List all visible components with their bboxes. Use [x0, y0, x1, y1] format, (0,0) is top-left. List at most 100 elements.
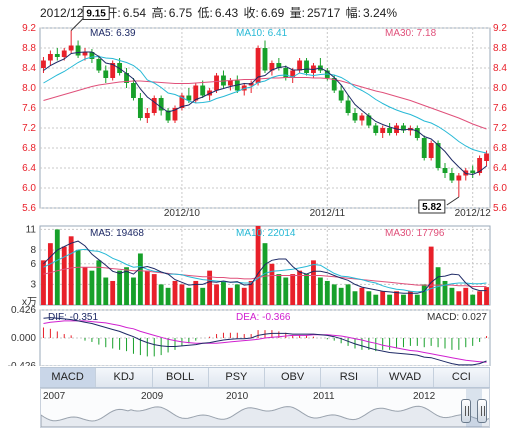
ma30-label: MA30: 7.18: [385, 28, 437, 39]
price-tick-left: 8.8: [22, 43, 36, 54]
price-tick-right: 9.2: [493, 23, 507, 34]
candle-body: [255, 48, 261, 83]
ma5-line: [43, 51, 487, 176]
macd-label: MACD: 0.027: [427, 312, 487, 323]
volume-bar: [414, 294, 420, 305]
volume-bar: [311, 260, 316, 305]
date-tick-label: 2012/11: [310, 208, 346, 219]
volume-bar: [449, 287, 455, 305]
volume-tick-label: 6: [30, 259, 36, 270]
dif-label: DIF: -0.351: [48, 312, 98, 323]
navigator-year-label: 2007: [43, 391, 66, 402]
candle-body: [214, 75, 219, 91]
candle-body: [200, 85, 206, 96]
volume-bar: [172, 280, 178, 305]
volume-bar: [317, 277, 323, 305]
change-label: 幅:: [345, 6, 361, 20]
candle-body: [186, 95, 192, 101]
navigator-year-label: 2009: [141, 391, 164, 402]
volume-bar: [193, 280, 199, 305]
volume-ma10-label: MA10: 22014: [236, 228, 296, 239]
volume-ma30-label: MA30: 17796: [385, 228, 445, 239]
candle-body: [477, 158, 483, 173]
volume-ma5-label: MA5: 19468: [90, 228, 144, 239]
price-tick-left: 5.6: [22, 203, 36, 214]
tab-boll[interactable]: BOLL: [153, 368, 209, 387]
candle-body: [165, 110, 171, 121]
low-label: 低:: [197, 6, 213, 20]
dea-label: DEA: -0.366: [236, 312, 291, 323]
volume-bar: [158, 284, 164, 305]
price-tick-left: 6.0: [22, 183, 36, 194]
price-tick-left: 9.2: [22, 23, 36, 34]
candle-body: [89, 52, 95, 59]
candle-body: [82, 52, 88, 56]
volume-bar: [186, 287, 192, 305]
candle-body: [345, 100, 351, 113]
price-tick-right: 8.0: [493, 83, 507, 94]
candle-body: [262, 48, 268, 71]
close-value: 6.69: [260, 6, 285, 20]
volume-bar: [338, 287, 344, 305]
candle-body: [331, 78, 337, 91]
date-tick-label: 2012/10: [164, 208, 201, 219]
volume-bar: [248, 280, 254, 305]
volume-bar: [117, 270, 123, 305]
volume-bar: [234, 284, 240, 305]
range-handle-left[interactable]: [461, 399, 471, 423]
tab-macd[interactable]: MACD: [40, 368, 97, 387]
tab-obv[interactable]: OBV: [265, 368, 322, 387]
tab-cci[interactable]: CCI: [434, 368, 490, 387]
range-navigator[interactable]: 2007 2009 2010 2011 2012: [40, 388, 490, 428]
volume-bar: [151, 274, 157, 305]
volume-bar: [276, 274, 282, 305]
price-tick-left: 8.0: [22, 83, 36, 94]
price-tick-left: 8.4: [22, 63, 36, 74]
volume-ma5-line: [43, 240, 487, 294]
min-box: [418, 199, 446, 214]
volume-bar: [124, 267, 129, 305]
candle-body: [352, 113, 358, 121]
volume-bar: [89, 270, 95, 305]
volume-bar: [82, 267, 88, 305]
candle-body: [359, 115, 365, 121]
volume-bar: [207, 270, 213, 305]
volume-bar: [96, 260, 102, 305]
candle-body: [401, 125, 406, 131]
tab-kdj[interactable]: KDJ: [96, 368, 153, 387]
stock-chart[interactable]: 9.2 9.2 8.8 8.8 8.4 8.4 8.0 8.0 7.6 7.6 7.2 7.2 6.8 6…: [0, 0, 511, 366]
candle-body: [304, 60, 309, 73]
candle-body: [276, 63, 282, 68]
volume-tick-label: 3: [30, 279, 36, 290]
volume-bar: [401, 294, 406, 305]
volume-bar: [165, 287, 171, 305]
candle-body: [110, 63, 116, 78]
volume-bar: [41, 260, 46, 305]
tab-psy[interactable]: PSY: [209, 368, 265, 387]
candle-body: [442, 168, 448, 173]
min-pointer: [446, 196, 460, 206]
price-tick-right: 7.2: [493, 123, 507, 134]
candle-body: [338, 90, 344, 101]
volume-bar: [221, 280, 226, 305]
volume-bar: [421, 284, 427, 305]
candle-body: [179, 95, 185, 108]
range-handle-right[interactable]: [477, 399, 487, 423]
volume-bar: [110, 280, 116, 305]
volume-bar: [359, 287, 365, 305]
price-tick-right: 6.8: [493, 143, 507, 154]
volume-bar: [68, 236, 74, 305]
tab-rsi[interactable]: RSI: [321, 368, 378, 387]
candle-body: [68, 45, 74, 51]
price-tick-right: 6.0: [493, 183, 507, 194]
tab-wvad[interactable]: WVAD: [378, 368, 434, 387]
candle-body: [297, 60, 303, 71]
min-price-label: 5.82: [422, 202, 442, 213]
navigator-year-label: 2011: [313, 391, 335, 402]
volume-bar: [345, 284, 351, 305]
navigator-area: [41, 405, 489, 427]
high-value: 6.75: [168, 6, 193, 20]
candle-body: [54, 54, 60, 57]
candle-body: [61, 50, 67, 57]
navigator-year-label: 2012: [413, 391, 436, 402]
